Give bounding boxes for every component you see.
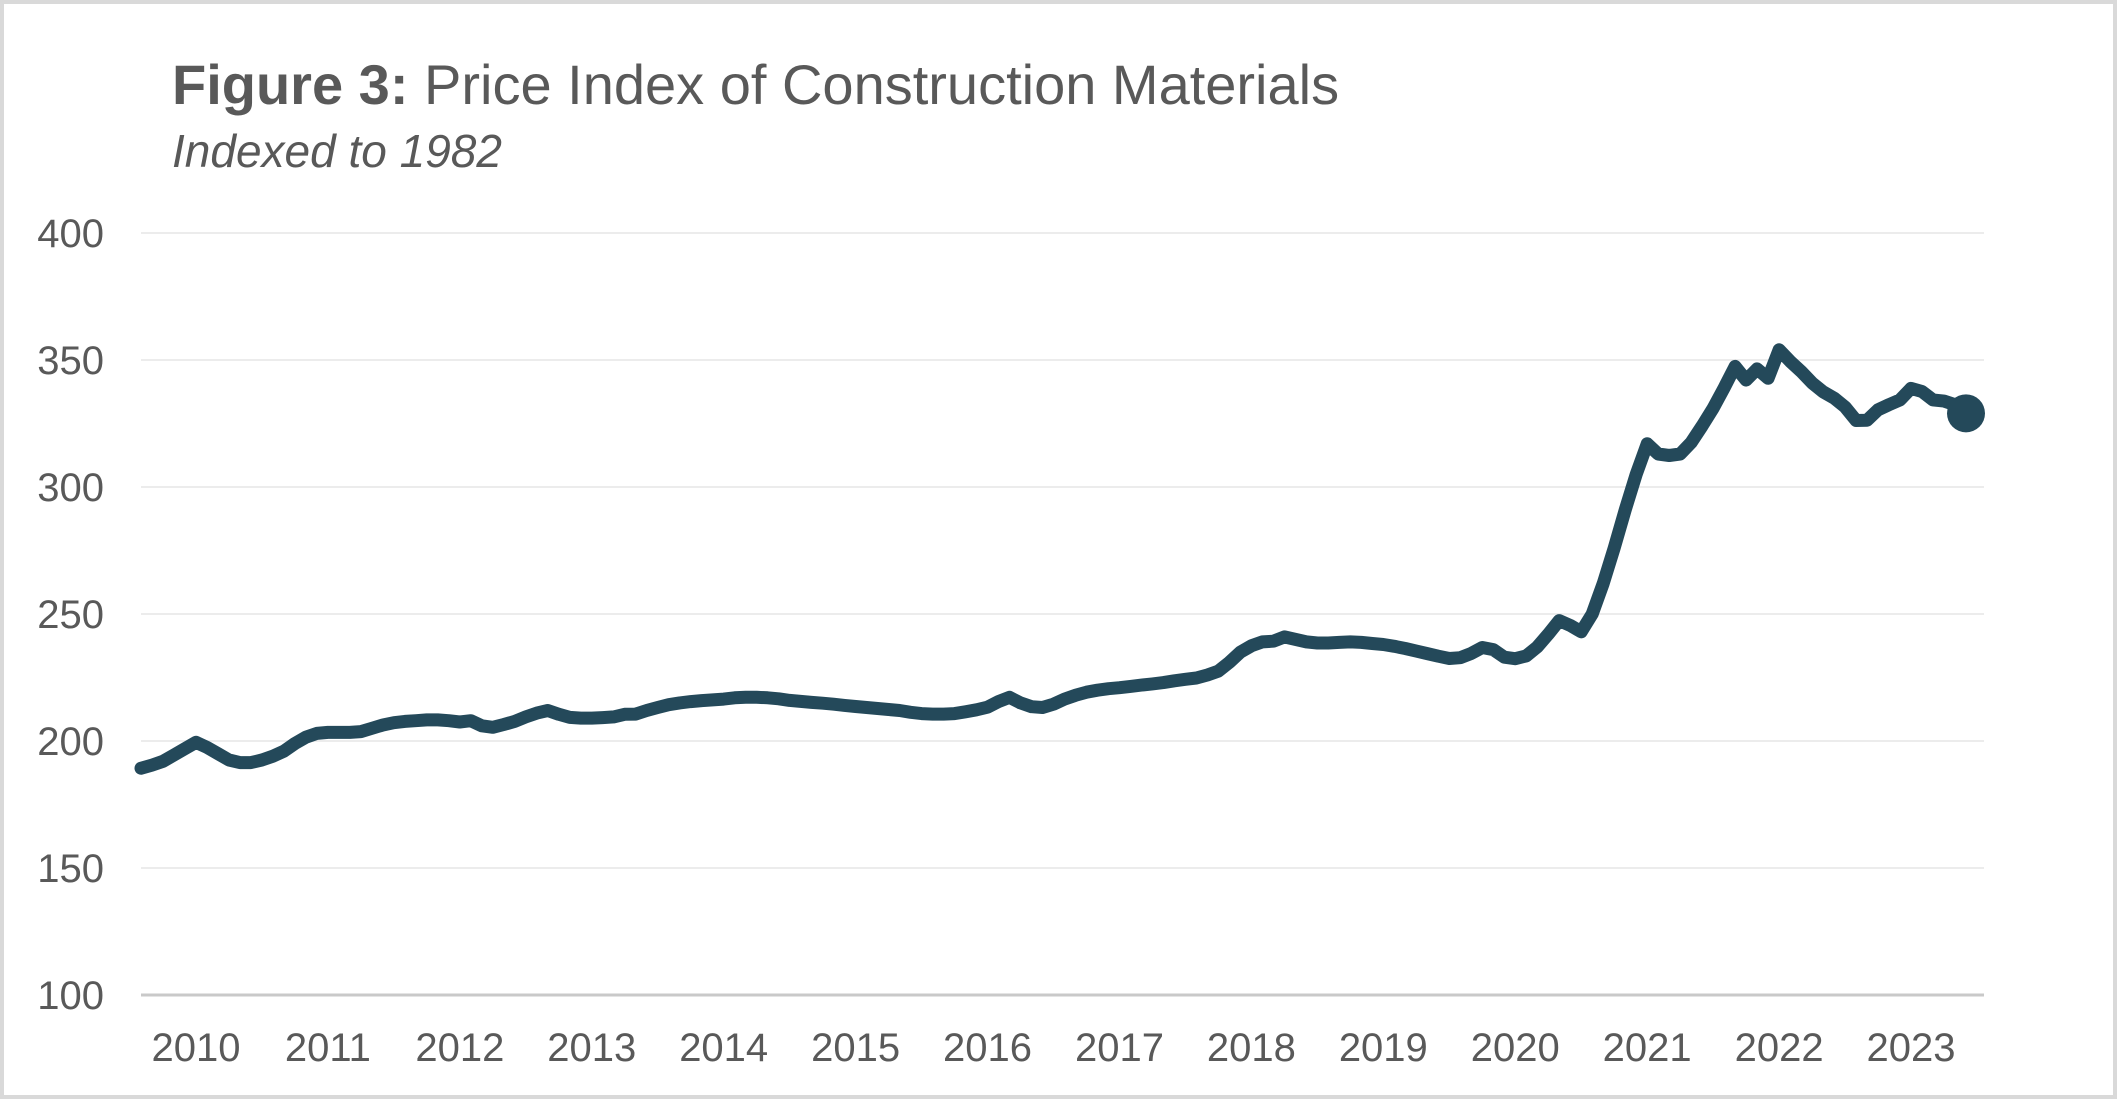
y-axis-tick-label-250: 250: [37, 593, 104, 637]
figure-title-text: Price Index of Construction Materials: [408, 53, 1340, 116]
y-axis-labels: 400 350 300 250 200 150 100: [37, 212, 104, 1018]
price-index-line: [134, 343, 1973, 775]
x-axis-tick-label-2019: 2019: [1339, 1026, 1428, 1070]
x-axis-tick-label-2011: 2011: [285, 1026, 371, 1070]
x-axis-tick-label-2013: 2013: [547, 1026, 636, 1070]
x-axis-tick-label-2017: 2017: [1075, 1026, 1164, 1070]
series-layer: [134, 343, 1985, 775]
x-axis-tick-label-2023: 2023: [1867, 1026, 1956, 1070]
x-axis-tick-label-2016: 2016: [943, 1026, 1032, 1070]
figure-subtitle: Indexed to 1982: [172, 125, 502, 178]
x-axis-tick-label-2020: 2020: [1471, 1026, 1560, 1070]
x-axis-tick-label-2018: 2018: [1207, 1026, 1296, 1070]
y-axis-tick-label-100: 100: [37, 974, 104, 1018]
gridlines-layer: [141, 232, 1984, 997]
x-axis-tick-label-2022: 2022: [1735, 1026, 1824, 1070]
last-point-marker: [1947, 394, 1985, 433]
x-axis-labels: 2010 2011 2012 2013 2014 2015 2016 2017 2018 2019…: [151, 1026, 1955, 1070]
x-axis-tick-label-2021: 2021: [1603, 1026, 1692, 1070]
y-axis-tick-label-150: 150: [37, 847, 104, 891]
title-block: Figure 3: Price Index of Construction Ma…: [172, 52, 1339, 178]
y-axis-tick-label-300: 300: [37, 466, 104, 510]
x-axis-tick-label-2014: 2014: [679, 1026, 768, 1070]
figure-title: Figure 3: Price Index of Construction Ma…: [172, 52, 1339, 118]
x-axis-tick-label-2012: 2012: [415, 1026, 504, 1070]
x-axis-tick-label-2010: 2010: [151, 1026, 240, 1070]
figure-title-prefix: Figure 3:: [172, 53, 409, 116]
x-axis-tick-label-2015: 2015: [811, 1026, 900, 1070]
y-axis-tick-label-400: 400: [37, 212, 104, 256]
y-axis-tick-label-200: 200: [37, 720, 104, 764]
y-axis-tick-label-350: 350: [37, 339, 104, 383]
